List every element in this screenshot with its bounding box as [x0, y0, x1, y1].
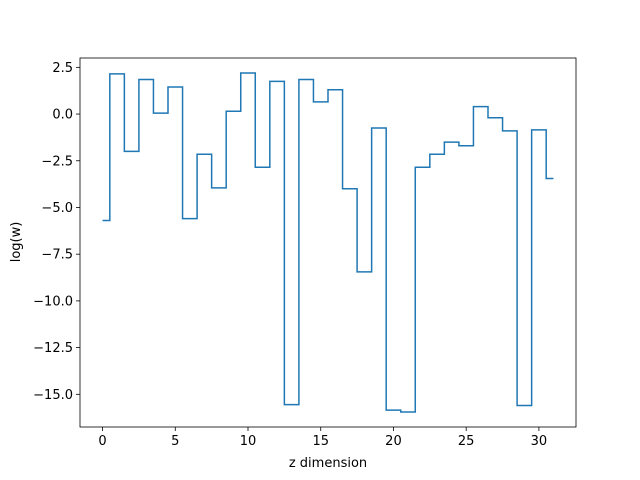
y-axis-label: log(w): [9, 222, 24, 263]
y-tick-label: −15.0: [33, 388, 73, 403]
y-tick-label: −12.5: [33, 341, 73, 356]
x-tick-label: 0: [98, 434, 106, 449]
x-axis-label: z dimension: [289, 456, 367, 471]
y-tick-label: −7.5: [41, 248, 73, 263]
x-tick-label: 20: [385, 434, 402, 449]
x-tick-label: 5: [171, 434, 179, 449]
y-tick-label: −2.5: [41, 154, 73, 169]
series-step-line: [102, 72, 554, 413]
y-tick-label: −5.0: [41, 201, 73, 216]
y-tick-label: −10.0: [33, 294, 73, 309]
x-axis-ticks: 0 5 10 15 20 25 30: [98, 427, 547, 449]
x-tick-label: 15: [312, 434, 329, 449]
y-tick-label: 2.5: [52, 61, 73, 76]
x-tick-label: 25: [458, 434, 475, 449]
plot-area-frame: [79, 57, 577, 428]
y-axis-ticks: 2.5 0.0 −2.5 −5.0 −7.5 −10.0 −12.5 −15.0: [33, 61, 80, 403]
x-tick-label: 10: [240, 434, 257, 449]
x-tick-label: 30: [531, 434, 548, 449]
y-tick-label: 0.0: [52, 108, 73, 123]
